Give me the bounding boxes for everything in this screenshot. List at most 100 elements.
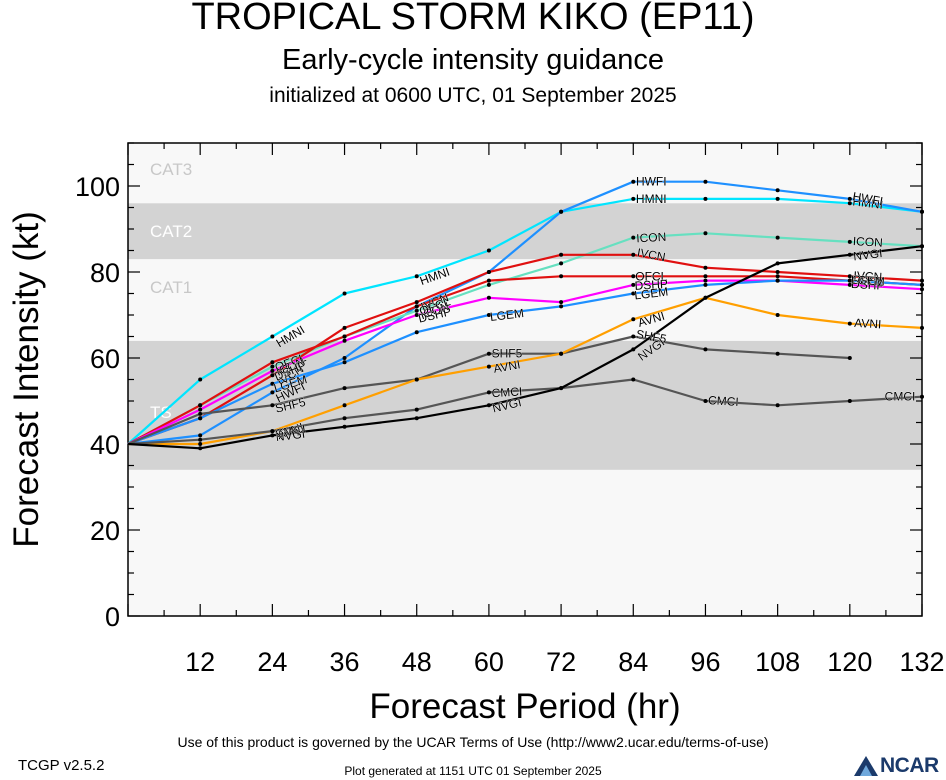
point-avni (847, 321, 852, 326)
point-nvgi (486, 403, 491, 408)
series-label-ofcl: OFCL (851, 273, 884, 289)
point-hwfi (775, 188, 780, 193)
x-tick-label: 132 (899, 647, 944, 677)
point-shf5 (775, 351, 780, 356)
point-ivcn (559, 252, 564, 257)
point-cmci (270, 429, 275, 434)
point-ofcl (414, 304, 419, 309)
x-tick-label: 60 (474, 647, 504, 677)
point-avni (198, 442, 203, 446)
series-label-hwfi: HWFI (636, 175, 667, 189)
point-ivcn (342, 325, 347, 330)
point-hmni (270, 334, 275, 339)
point-lgem (631, 291, 636, 296)
series-line-lgem (127, 279, 923, 446)
point-ivcn (414, 300, 419, 305)
point-ofcl (270, 360, 275, 365)
series-label-avni: AVNI (492, 357, 521, 376)
point-icon (559, 261, 564, 266)
point-avni (414, 377, 419, 382)
series-line-cmci (127, 378, 923, 446)
point-lgem (342, 360, 347, 365)
x-tick-label: 84 (618, 647, 648, 677)
point-hmni (414, 274, 419, 279)
point-ivcn (775, 270, 780, 274)
x-tick-label: 108 (755, 647, 800, 677)
series-label-hmni: HMNI (636, 192, 667, 206)
point-ofcl (486, 278, 491, 283)
chart-subtitle: Early-cycle intensity guidance (281, 44, 664, 76)
band-label-cat3: CAT3 (150, 160, 192, 179)
series-line-ivcn (127, 253, 923, 446)
point-shf5 (631, 334, 636, 339)
point-cmci (414, 407, 419, 412)
series-label-cmci: CMCI (274, 422, 307, 441)
series-line-ofcl (127, 275, 923, 445)
point-nvgi (847, 252, 852, 257)
x-tick-label: 48 (402, 647, 432, 677)
point-ivcn (270, 373, 275, 378)
band-label-cat1: CAT1 (150, 278, 192, 297)
generated-time: Plot generated at 1151 UTC 01 September … (344, 764, 602, 778)
series-label-nvgi: NVGI (852, 246, 883, 263)
intensity-chart: TS CAT1 CAT2 CAT3 0 20 40 60 80 100 12 24 36 48 60 72 84… (7, 142, 945, 726)
point-hwfi (631, 179, 636, 184)
series-label-shf5: SHF5 (635, 327, 668, 346)
point-icon (847, 239, 852, 244)
point-dshp (270, 368, 275, 373)
x-tick-label: 96 (690, 647, 720, 677)
point-shf5 (486, 351, 491, 356)
point-icon (775, 235, 780, 240)
series-line-hmni (127, 197, 923, 445)
point-nvgi (342, 424, 347, 429)
point-avni (486, 364, 491, 369)
point-hmni (703, 196, 708, 201)
point-hmni (775, 196, 780, 201)
x-axis-label: Forecast Period (hr) (369, 687, 680, 726)
point-ofcl (559, 274, 564, 279)
point-ofcl (342, 334, 347, 339)
ncar-logo-icon (854, 756, 878, 776)
band-cat3 (128, 143, 922, 204)
point-nvgi (775, 261, 780, 266)
point-dshp (486, 295, 491, 300)
band-label-ts: TS (150, 403, 172, 422)
point-icon (486, 282, 491, 287)
point-hwfi (847, 196, 852, 201)
point-dshp (198, 407, 203, 412)
point-cmci (703, 399, 708, 403)
point-dshp (847, 282, 852, 287)
series-label-lgem: LGEM (634, 285, 669, 303)
point-cmci (847, 399, 852, 403)
point-lgem (559, 304, 564, 309)
point-avni (631, 317, 636, 322)
point-shf5 (703, 347, 708, 352)
point-ivcn (486, 270, 491, 274)
point-lgem (270, 381, 275, 386)
point-icon (414, 308, 419, 313)
band-label-cat2: CAT2 (150, 222, 192, 241)
point-icon (703, 231, 708, 236)
init-time: initialized at 0600 UTC, 01 September 20… (269, 84, 677, 107)
y-axis-label: Forecast Intensity (kt) (7, 211, 46, 547)
point-ivcn (920, 278, 924, 283)
series-label-cmci: CMCI (491, 385, 522, 401)
y-tick-label: 20 (90, 516, 120, 546)
point-lgem (414, 330, 419, 335)
ncar-logo: NCAR (852, 752, 946, 780)
point-nvgi (270, 433, 275, 438)
point-nvgi (559, 386, 564, 391)
point-shf5 (847, 356, 852, 360)
point-shf5 (342, 386, 347, 391)
point-cmci (920, 394, 924, 399)
series-label-hmni: HMNI (852, 194, 884, 212)
point-lgem (703, 282, 708, 287)
point-icon (631, 235, 636, 240)
y-tick-label: 80 (90, 258, 120, 288)
point-ofcl (198, 403, 203, 408)
point-cmci (198, 437, 203, 442)
series-line-hwfi (127, 180, 923, 446)
point-nvgi (631, 347, 636, 352)
point-ivcn (703, 265, 708, 270)
series-label-avni: AVNI (854, 316, 882, 332)
